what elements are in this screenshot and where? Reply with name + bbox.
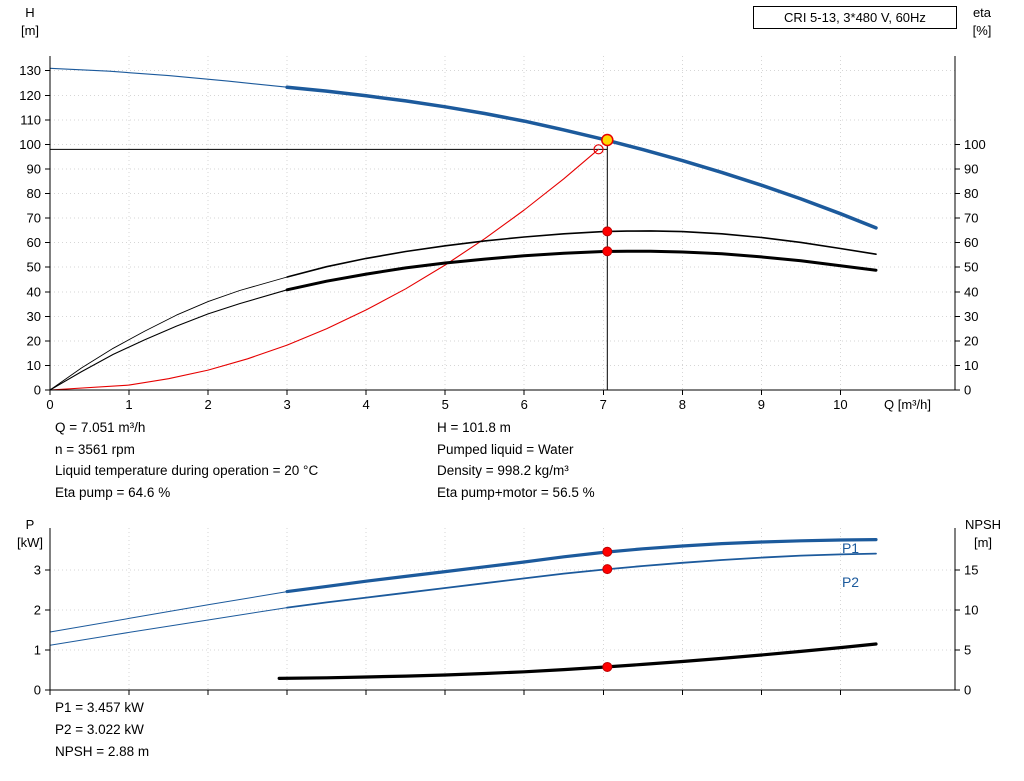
h-axis-name: H [25, 5, 35, 20]
y-left-tick-label: 130 [19, 63, 41, 78]
y-right-tick-label: 60 [964, 235, 978, 250]
npsh-axis-unit: [m] [973, 535, 993, 550]
series-eta-pump [286, 230, 877, 278]
annotation-npsh: NPSH = 2.88 m [55, 744, 150, 759]
x-tick-label: 1 [125, 397, 132, 412]
eta-pump-point [602, 226, 613, 237]
curve-label-P1: P1 [842, 540, 859, 556]
y-left-tick-label: 70 [27, 211, 41, 226]
series-eta-pump-motor-thin [49, 289, 288, 391]
y-left-tick-label: 90 [27, 161, 41, 176]
annotation-p1: P1 = 3.457 kW [55, 700, 144, 715]
annotation-pumped-liquid: Pumped liquid = Water [437, 441, 574, 457]
y-right-tick-label: 90 [964, 161, 978, 176]
annotation-eta-pump-motor: Eta pump+motor = 56.5 % [437, 484, 595, 500]
y-left-tick-label: 100 [19, 137, 41, 152]
y-left-tick-label: 60 [27, 235, 41, 250]
y-right-tick-label: 100 [964, 137, 986, 152]
y-right-tick-label: 20 [964, 333, 978, 348]
eta-axis-title: eta [%] [956, 4, 1008, 40]
y-right-tick-label: 10 [964, 603, 978, 618]
y-left-tick-label: 2 [34, 603, 41, 618]
y-left-tick-label: 10 [27, 358, 41, 373]
y-left-tick-label: 120 [19, 88, 41, 103]
x-tick-label: 7 [600, 397, 607, 412]
y-left-tick-label: 110 [20, 112, 41, 127]
p1-point [602, 546, 613, 557]
series-system-curve [49, 148, 600, 391]
series-p1-thin [49, 591, 288, 633]
y-right-tick-label: 50 [964, 260, 978, 275]
x-tick-label: 9 [758, 397, 765, 412]
y-left-tick-label: 0 [34, 683, 41, 698]
duty-point-open-circle [593, 144, 604, 155]
x-tick-label: 0 [46, 397, 53, 412]
annotation-flow: Q = 7.051 m³/h [55, 420, 146, 435]
h-axis-title: H [m] [6, 4, 54, 40]
eta-axis-name: eta [972, 5, 992, 20]
y-left-tick-label: 80 [27, 186, 41, 201]
y-right-tick-label: 80 [964, 186, 978, 201]
y-left-tick-label: 1 [34, 643, 41, 658]
series-p2 [286, 552, 877, 609]
x-tick-label: 6 [521, 397, 528, 412]
series-eta-pump-thin [49, 276, 288, 391]
annotation-density: Density = 998.2 kg/m³ [437, 463, 569, 479]
series-p2-thin [49, 607, 288, 646]
npsh-axis-name: NPSH [964, 517, 1002, 532]
y-left-tick-label: 20 [27, 333, 41, 348]
p2-point [602, 564, 613, 575]
p-axis-title: P [kW] [6, 516, 54, 552]
h-axis-unit: [m] [20, 23, 40, 38]
series-p1 [285, 538, 878, 594]
p-axis-name: P [25, 517, 35, 532]
y-right-tick-label: 30 [964, 309, 978, 324]
series-h-curve-thin [49, 67, 288, 88]
q-axis-label: Q [m³/h] [884, 397, 931, 412]
annotations-right: H = 101.8 m Pumped liquid = Water Densit… [437, 417, 595, 503]
p-axis-unit: [kW] [17, 535, 43, 550]
y-left-tick-label: 50 [27, 260, 41, 275]
annotation-head: H = 101.8 m [437, 420, 511, 435]
annotation-liquid-temperature: Liquid temperature during operation = 20… [55, 463, 319, 479]
annotations-power: P1 = 3.457 kW P2 = 3.022 kW NPSH = 2.88 … [55, 697, 149, 763]
y-right-tick-label: 10 [964, 358, 978, 373]
annotation-speed: n = 3561 rpm [55, 441, 135, 457]
y-right-tick-label: 40 [964, 284, 978, 299]
y-left-tick-label: 3 [34, 563, 41, 578]
x-tick-label: 10 [833, 397, 847, 412]
annotations-left: Q = 7.051 m³/h n = 3561 rpm Liquid tempe… [55, 417, 318, 503]
x-tick-label: 3 [284, 397, 291, 412]
x-tick-label: 8 [679, 397, 686, 412]
x-tick-label: 5 [442, 397, 449, 412]
npsh-point [602, 661, 613, 672]
x-tick-label: 2 [204, 397, 211, 412]
pump-title-box: CRI 5-13, 3*480 V, 60Hz [753, 6, 957, 29]
x-tick-label: 4 [363, 397, 370, 412]
y-right-tick-label: 0 [964, 683, 971, 698]
annotation-eta-pump: Eta pump = 64.6 % [55, 484, 171, 500]
series-h-curve [285, 85, 878, 230]
y-right-tick-label: 5 [964, 643, 971, 658]
y-left-tick-label: 30 [27, 309, 41, 324]
duty-point [601, 133, 614, 147]
y-right-tick-label: 70 [964, 211, 978, 226]
series-npsh [277, 642, 878, 680]
y-left-tick-label: 40 [27, 284, 41, 299]
npsh-axis-title: NPSH [m] [952, 516, 1014, 552]
eta-pump-motor-point [602, 246, 613, 257]
annotation-p2: P2 = 3.022 kW [55, 722, 144, 737]
curve-label-P2: P2 [842, 574, 859, 590]
y-right-tick-label: 0 [964, 383, 971, 398]
y-right-tick-label: 15 [964, 563, 978, 578]
y-left-tick-label: 0 [34, 383, 41, 398]
eta-axis-unit: [%] [972, 23, 992, 38]
